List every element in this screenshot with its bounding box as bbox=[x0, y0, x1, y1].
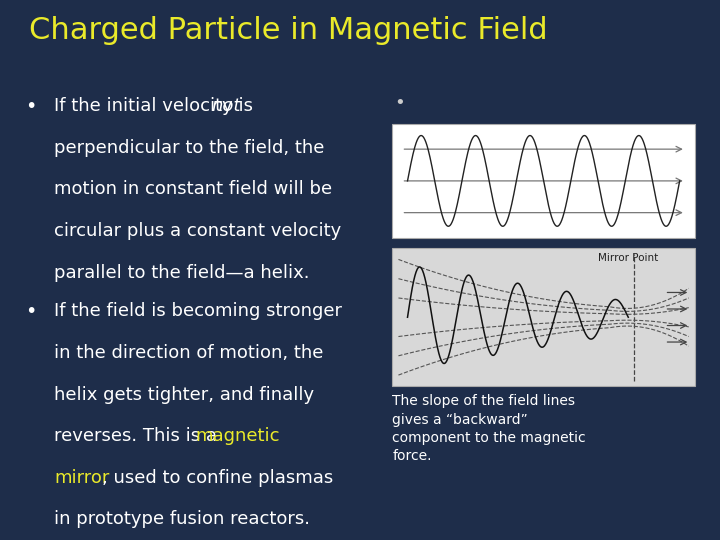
Text: in prototype fusion reactors.: in prototype fusion reactors. bbox=[54, 510, 310, 528]
Text: •: • bbox=[395, 94, 405, 112]
Text: perpendicular to the field, the: perpendicular to the field, the bbox=[54, 139, 325, 157]
Text: in the direction of motion, the: in the direction of motion, the bbox=[54, 344, 323, 362]
Text: helix gets tighter, and finally: helix gets tighter, and finally bbox=[54, 386, 314, 403]
FancyBboxPatch shape bbox=[392, 124, 695, 238]
Text: mirror: mirror bbox=[54, 469, 109, 487]
Text: Mirror Point: Mirror Point bbox=[598, 253, 658, 262]
FancyBboxPatch shape bbox=[392, 248, 695, 386]
Text: •: • bbox=[25, 97, 37, 116]
Text: motion in constant field will be: motion in constant field will be bbox=[54, 180, 332, 198]
Text: The slope of the field lines
gives a “backward”
component to the magnetic
force.: The slope of the field lines gives a “ba… bbox=[392, 394, 586, 463]
Text: reverses. This is a: reverses. This is a bbox=[54, 427, 222, 445]
Text: circular plus a constant velocity: circular plus a constant velocity bbox=[54, 222, 341, 240]
Text: , used to confine plasmas: , used to confine plasmas bbox=[102, 469, 333, 487]
Text: not: not bbox=[211, 97, 240, 115]
Text: •: • bbox=[25, 302, 37, 321]
Text: Charged Particle in Magnetic Field: Charged Particle in Magnetic Field bbox=[29, 16, 547, 45]
Text: magnetic: magnetic bbox=[195, 427, 279, 445]
Text: parallel to the field—a helix.: parallel to the field—a helix. bbox=[54, 264, 310, 281]
Text: If the initial velocity is: If the initial velocity is bbox=[54, 97, 258, 115]
Text: If the field is becoming stronger: If the field is becoming stronger bbox=[54, 302, 342, 320]
